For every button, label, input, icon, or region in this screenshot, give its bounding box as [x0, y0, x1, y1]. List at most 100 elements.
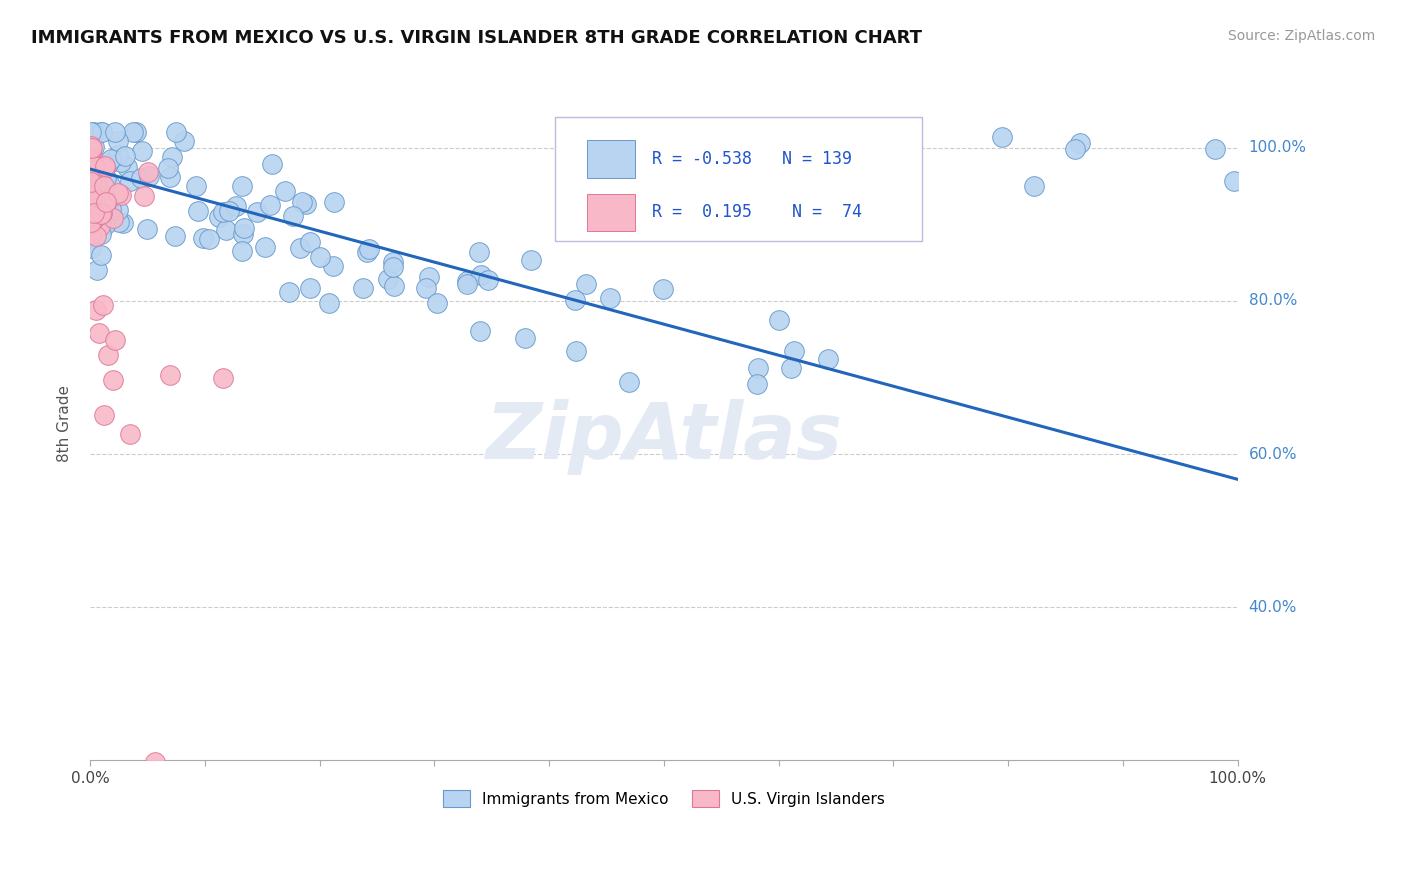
Point	[564, 293, 586, 308]
Point	[94, 159, 117, 173]
Point	[80, 156, 103, 170]
Point	[94, 194, 117, 209]
Point	[418, 270, 440, 285]
Point	[132, 189, 155, 203]
Point	[80, 189, 103, 203]
Point	[193, 787, 215, 801]
Point	[817, 352, 839, 367]
Point	[225, 199, 247, 213]
Text: 40.0%: 40.0%	[1249, 599, 1296, 615]
Point	[115, 160, 138, 174]
Point	[468, 324, 491, 338]
Point	[165, 125, 187, 139]
Point	[80, 202, 103, 217]
Point	[80, 209, 103, 223]
Point	[107, 202, 129, 217]
Point	[356, 245, 378, 260]
Point	[80, 185, 103, 199]
Point	[83, 185, 105, 199]
Point	[82, 164, 104, 178]
Point	[359, 242, 381, 256]
Point	[83, 167, 105, 181]
Y-axis label: 8th Grade: 8th Grade	[58, 384, 72, 462]
Point	[91, 205, 114, 219]
Point	[80, 153, 103, 168]
Point	[381, 260, 404, 275]
Point	[780, 361, 803, 376]
Point	[80, 171, 103, 186]
Point	[599, 291, 621, 305]
Point	[80, 209, 103, 223]
Point	[86, 228, 108, 243]
Point	[114, 149, 136, 163]
Point	[80, 165, 103, 179]
Point	[82, 161, 104, 175]
Point	[747, 361, 769, 376]
Point	[80, 192, 103, 206]
Point	[90, 248, 112, 262]
Point	[768, 313, 790, 327]
Point	[80, 227, 103, 241]
Point	[513, 331, 536, 345]
Point	[456, 274, 478, 288]
Point	[90, 125, 112, 139]
Point	[86, 302, 108, 317]
Point	[90, 214, 112, 228]
Point	[87, 207, 110, 221]
Point	[87, 187, 110, 202]
Point	[80, 157, 103, 171]
Point	[260, 157, 283, 171]
Point	[277, 285, 299, 299]
Point	[124, 796, 146, 810]
Point	[215, 222, 238, 236]
Point	[80, 155, 103, 169]
Point	[80, 145, 103, 159]
Point	[80, 140, 103, 154]
Text: IMMIGRANTS FROM MEXICO VS U.S. VIRGIN ISLANDER 8TH GRADE CORRELATION CHART: IMMIGRANTS FROM MEXICO VS U.S. VIRGIN IS…	[31, 29, 922, 46]
Point	[80, 151, 103, 165]
Point	[80, 152, 103, 166]
Point	[143, 755, 166, 769]
Point	[97, 193, 120, 207]
Point	[80, 144, 103, 158]
Point	[91, 298, 114, 312]
Point	[80, 209, 103, 223]
Point	[352, 281, 374, 295]
Point	[110, 187, 132, 202]
Point	[232, 227, 254, 241]
Point	[415, 281, 437, 295]
Point	[80, 212, 103, 227]
Point	[159, 368, 181, 382]
Point	[470, 268, 492, 282]
Point	[652, 282, 675, 296]
Point	[93, 409, 115, 423]
Point	[80, 153, 103, 167]
Point	[98, 195, 121, 210]
Point	[564, 343, 586, 358]
Point	[80, 175, 103, 189]
Point	[991, 130, 1014, 145]
Point	[231, 178, 253, 193]
Point	[98, 178, 121, 192]
Point	[80, 204, 103, 219]
Point	[136, 165, 159, 179]
Point	[135, 786, 157, 800]
FancyBboxPatch shape	[588, 194, 636, 231]
Point	[274, 185, 297, 199]
Point	[80, 155, 103, 169]
Point	[574, 277, 596, 291]
Point	[84, 178, 107, 192]
Point	[90, 191, 112, 205]
Point	[162, 150, 184, 164]
Point	[91, 218, 114, 232]
Point	[783, 344, 806, 359]
Point	[89, 198, 111, 212]
Point	[90, 207, 112, 221]
Point	[80, 178, 103, 193]
Point	[218, 204, 240, 219]
Point	[100, 202, 122, 217]
Point	[80, 155, 103, 169]
Point	[208, 210, 231, 224]
Point	[157, 161, 180, 176]
Point	[856, 136, 879, 150]
